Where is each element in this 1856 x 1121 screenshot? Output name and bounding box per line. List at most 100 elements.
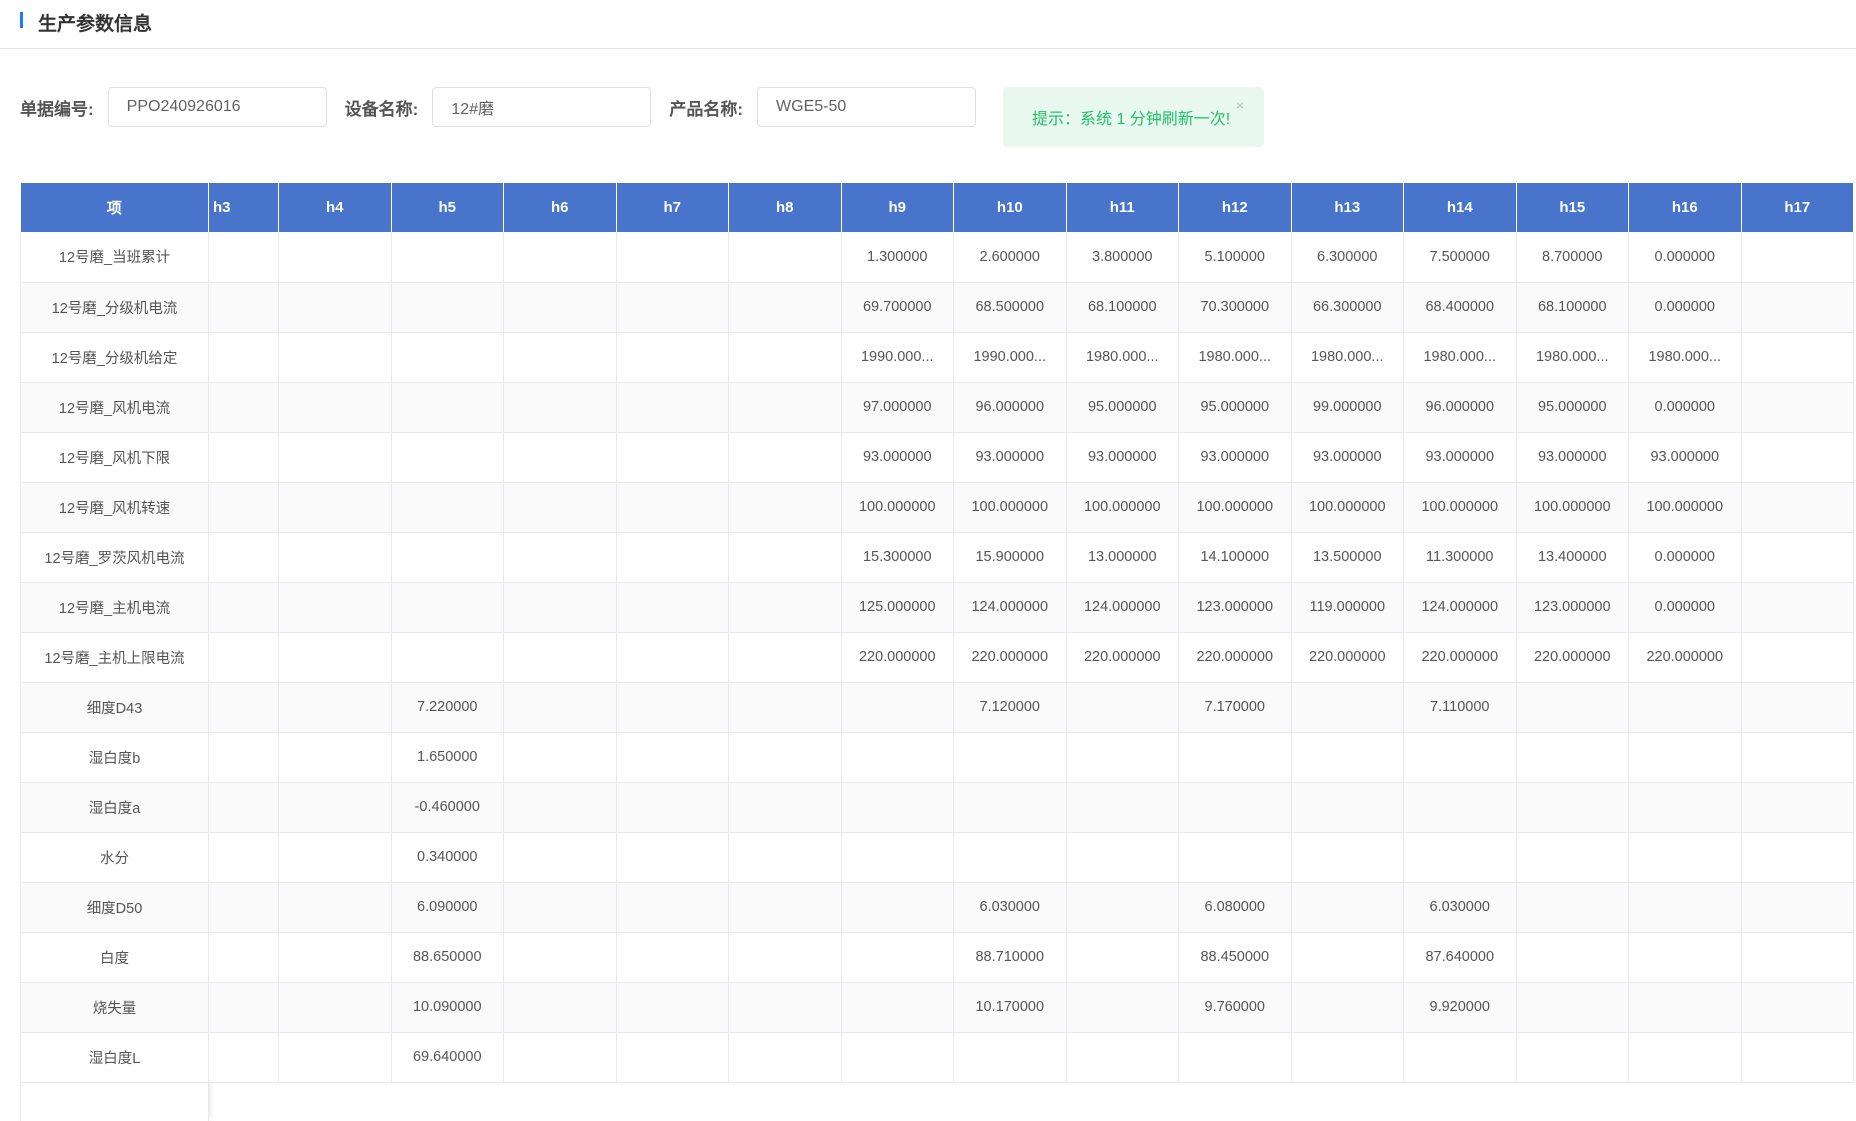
value-cell [728, 632, 842, 683]
value-cell [616, 582, 729, 633]
value-cell [503, 282, 617, 333]
value-cell [1178, 782, 1292, 833]
value-cell [1741, 582, 1854, 633]
value-cell: 220.000000 [1066, 632, 1179, 683]
value-cell [728, 682, 842, 733]
value-cell: 1980.000... [1516, 332, 1629, 383]
value-cell: 119.000000 [1291, 582, 1404, 633]
value-cell: 7.120000 [953, 682, 1067, 733]
value-cell: 7.110000 [1403, 682, 1517, 733]
value-cell [728, 382, 842, 433]
value-cell [391, 382, 504, 433]
value-cell [1741, 832, 1854, 883]
value-cell [728, 782, 842, 833]
value-cell: 15.300000 [841, 532, 954, 583]
value-cell: 6.080000 [1178, 882, 1292, 933]
value-cell: 0.000000 [1628, 532, 1742, 583]
column-header-h7: h7 [616, 183, 729, 232]
value-cell [503, 732, 617, 783]
value-cell [503, 382, 617, 433]
value-cell [841, 732, 954, 783]
column-header-h9: h9 [841, 183, 954, 232]
value-cell: 95.000000 [1178, 382, 1292, 433]
value-cell [1291, 982, 1404, 1033]
value-cell: 125.000000 [841, 582, 954, 633]
row-label-cell: 细度D50 [20, 882, 209, 933]
value-cell: 124.000000 [1403, 582, 1517, 633]
value-cell [1741, 232, 1854, 283]
value-cell [278, 432, 392, 483]
value-cell: -0.460000 [391, 782, 504, 833]
device-name-input[interactable] [432, 87, 652, 127]
value-cell [1741, 382, 1854, 433]
value-cell [1291, 782, 1404, 833]
value-cell [616, 882, 729, 933]
column-header-h5: h5 [391, 183, 504, 232]
value-cell [503, 582, 617, 633]
close-icon[interactable]: × [1235, 97, 1244, 113]
value-cell [391, 232, 504, 283]
value-cell [1741, 682, 1854, 733]
value-cell [1628, 832, 1742, 883]
value-cell: 66.300000 [1291, 282, 1404, 333]
value-cell: 0.000000 [1628, 282, 1742, 333]
value-cell [503, 1032, 617, 1083]
value-cell: 93.000000 [1403, 432, 1517, 483]
value-cell [953, 1032, 1067, 1083]
value-cell [391, 432, 504, 483]
value-cell [278, 282, 392, 333]
column-header-h12: h12 [1178, 183, 1292, 232]
value-cell [208, 332, 279, 383]
value-cell: 93.000000 [841, 432, 954, 483]
value-cell [616, 632, 729, 683]
value-cell [391, 632, 504, 683]
value-cell: 220.000000 [1291, 632, 1404, 683]
value-cell [1403, 732, 1517, 783]
value-cell: 68.100000 [1516, 282, 1629, 333]
refresh-tip-alert: 提示：系统 1 分钟刷新一次! × [1003, 87, 1264, 147]
table-row: 12号磨_风机转速 100.000000 100.000000 100.000000 1… [20, 482, 1854, 533]
value-cell: 100.000000 [1516, 482, 1629, 533]
table-row: 12号磨_主机电流 125.000000 124.000000 124.000000 1… [20, 582, 1854, 633]
row-label-cell: 12号磨_罗茨风机电流 [20, 532, 209, 583]
value-cell [1741, 932, 1854, 983]
column-header-h10: h10 [953, 183, 1067, 232]
value-cell [616, 232, 729, 283]
value-cell [503, 882, 617, 933]
row-label-cell: 湿白度b [20, 732, 209, 783]
title-accent-bar [20, 12, 23, 28]
value-cell [1628, 982, 1742, 1033]
value-cell [503, 832, 617, 883]
value-cell [1066, 682, 1179, 733]
filter-bar: 单据编号: 设备名称: 产品名称: [20, 87, 994, 127]
value-cell: 100.000000 [1628, 482, 1742, 533]
value-cell [208, 432, 279, 483]
value-cell [841, 932, 954, 983]
value-cell [503, 782, 617, 833]
value-cell [208, 532, 279, 583]
value-cell [1291, 932, 1404, 983]
value-cell: 93.000000 [1291, 432, 1404, 483]
value-cell [728, 482, 842, 533]
row-label-cell: 12号磨_分级机给定 [20, 332, 209, 383]
value-cell [953, 732, 1067, 783]
value-cell [503, 432, 617, 483]
value-cell: 9.760000 [1178, 982, 1292, 1033]
value-cell [391, 282, 504, 333]
row-label-cell: 水分 [20, 832, 209, 883]
value-cell [841, 682, 954, 733]
page-header: 生产参数信息 [0, 0, 1856, 49]
value-cell [616, 382, 729, 433]
value-cell [1066, 832, 1179, 883]
value-cell [1291, 1032, 1404, 1083]
value-cell [391, 532, 504, 583]
column-header-h4: h4 [278, 183, 392, 232]
value-cell [1741, 782, 1854, 833]
order-number-input[interactable] [107, 87, 327, 127]
parameter-table[interactable]: 项 h3 h4 h5 h6 h7 h8 h9 h10 h11 h12 h13 h14 h15 h16 h17 … [20, 183, 1856, 1121]
value-cell [616, 732, 729, 783]
product-name-input[interactable] [757, 87, 977, 127]
value-cell [841, 882, 954, 933]
value-cell: 100.000000 [953, 482, 1067, 533]
value-cell: 100.000000 [841, 482, 954, 533]
